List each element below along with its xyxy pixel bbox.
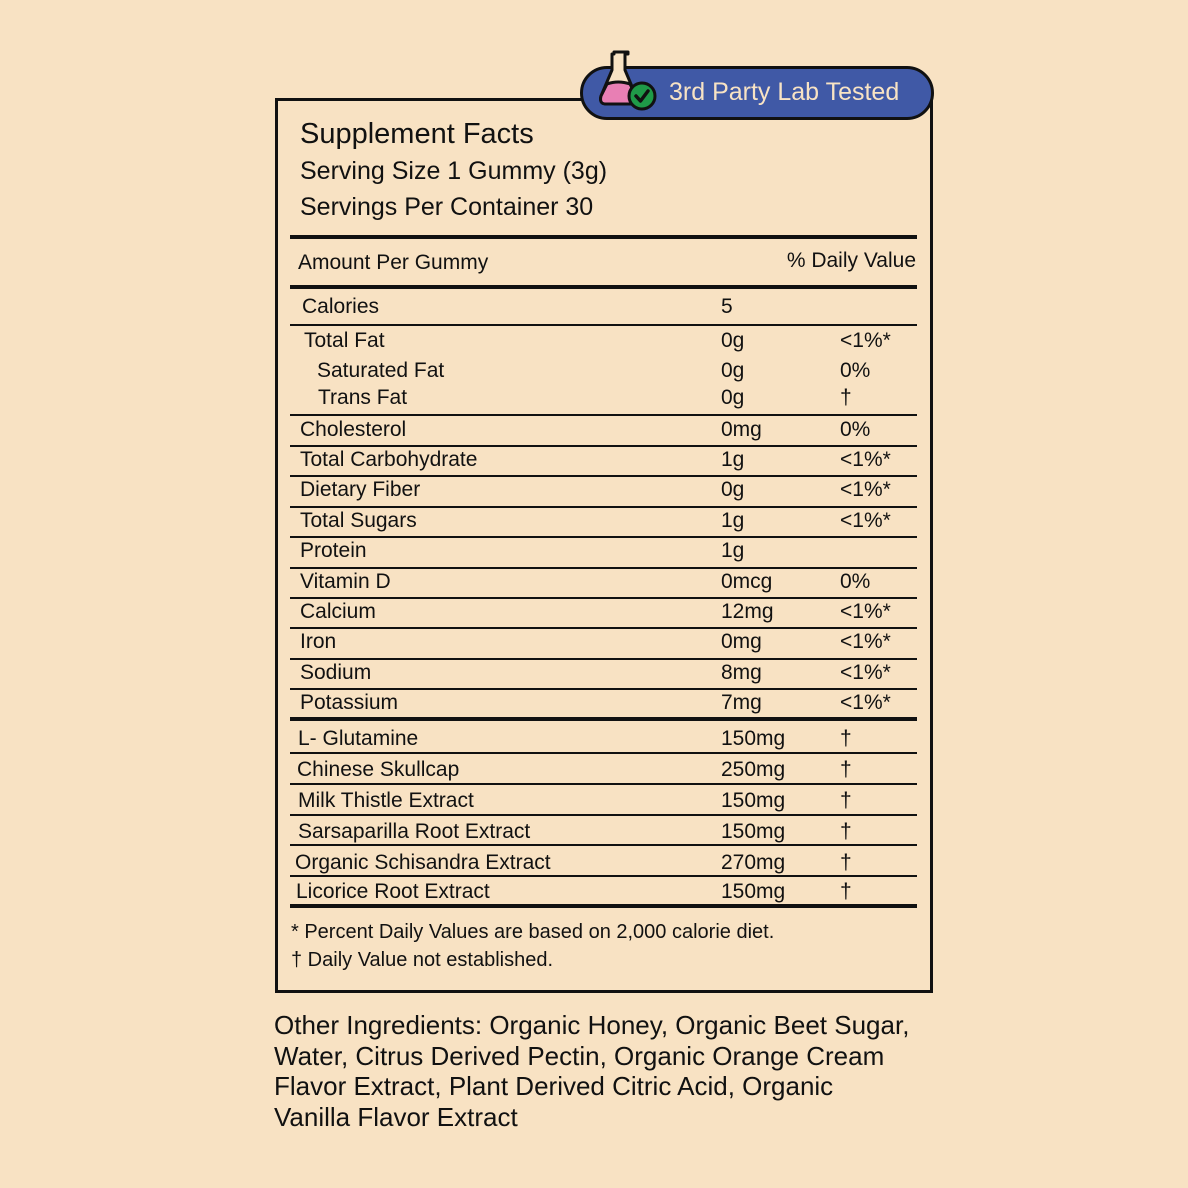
nutrient-name: Calcium: [300, 600, 376, 623]
nutrient-name: Cholesterol: [300, 418, 407, 441]
divider: [290, 285, 917, 289]
nutrient-dv: <1%*: [840, 661, 891, 684]
nutrient-dv: 0%: [840, 359, 871, 382]
nutrient-amount: 7mg: [721, 691, 762, 714]
nutrient-name: L- Glutamine: [298, 727, 419, 750]
nutrient-name: Saturated Fat: [317, 359, 445, 382]
nutrient-dv: †: [840, 880, 852, 903]
divider: [290, 752, 917, 754]
nutrient-amount: 5: [721, 295, 733, 318]
nutrient-dv: †: [840, 758, 852, 781]
nutrient-amount: 150mg: [721, 789, 786, 812]
servings-per-container: Servings Per Container 30: [300, 193, 594, 221]
nutrient-amount: 150mg: [721, 880, 786, 903]
nutrient-dv: <1%*: [840, 630, 891, 653]
nutrient-name: Chinese Skullcap: [297, 758, 460, 781]
nutrient-amount: 0mg: [721, 418, 762, 441]
nutrient-amount: 150mg: [721, 820, 786, 843]
divider: [290, 783, 917, 785]
divider: [290, 904, 917, 908]
nutrient-name: Sarsaparilla Root Extract: [298, 820, 531, 843]
other-ingredients: Other Ingredients: Organic Honey, Organi…: [274, 1010, 910, 1132]
nutrient-dv: <1%*: [840, 329, 891, 352]
nutrient-dv: 0%: [840, 418, 871, 441]
divider: [290, 597, 917, 599]
nutrient-amount: 0mg: [721, 630, 762, 653]
nutrient-name: Organic Schisandra Extract: [295, 851, 551, 874]
divider: [290, 475, 917, 477]
footnote-not-established: † Daily Value not established.: [291, 949, 554, 971]
nutrient-name: Dietary Fiber: [300, 478, 421, 501]
panel-title: Supplement Facts: [300, 118, 534, 150]
nutrient-dv: †: [840, 727, 852, 750]
nutrient-dv: <1%*: [840, 478, 891, 501]
nutrient-name: Iron: [300, 630, 337, 653]
nutrient-amount: 0g: [721, 478, 745, 501]
nutrient-name: Total Carbohydrate: [300, 448, 478, 471]
nutrient-name: Total Fat: [304, 329, 385, 352]
divider: [290, 445, 917, 447]
nutrient-name: Vitamin D: [300, 570, 391, 593]
nutrient-dv: <1%*: [840, 448, 891, 471]
nutrient-name: Milk Thistle Extract: [298, 789, 474, 812]
nutrient-dv: 0%: [840, 570, 871, 593]
nutrient-amount: 12mg: [721, 600, 774, 623]
nutrient-amount: 0g: [721, 329, 745, 352]
nutrient-amount: 270mg: [721, 851, 786, 874]
serving-size: Serving Size 1 Gummy (3g): [300, 157, 608, 185]
nutrient-amount: 1g: [721, 539, 745, 562]
nutrient-amount: 0g: [721, 386, 745, 409]
nutrient-amount: 8mg: [721, 661, 762, 684]
nutrient-dv: †: [840, 820, 852, 843]
divider: [290, 844, 917, 846]
nutrient-dv: <1%*: [840, 600, 891, 623]
nutrient-dv: †: [840, 789, 852, 812]
flask-check-icon: [599, 50, 657, 111]
footnote-daily-values: * Percent Daily Values are based on 2,00…: [291, 921, 775, 943]
divider: [290, 506, 917, 508]
divider: [290, 627, 917, 629]
nutrient-amount: 250mg: [721, 758, 786, 781]
nutrient-dv: †: [840, 851, 852, 874]
nutrient-name: Calories: [302, 295, 380, 318]
nutrient-dv: †: [840, 386, 852, 409]
divider: [290, 324, 917, 326]
nutrient-dv: <1%*: [840, 691, 891, 714]
divider: [290, 814, 917, 816]
nutrient-amount: 1g: [721, 448, 745, 471]
divider: [290, 567, 917, 569]
nutrient-name: Sodium: [300, 661, 372, 684]
nutrient-name: Potassium: [300, 691, 399, 714]
divider: [290, 658, 917, 660]
nutrient-amount: 1g: [721, 509, 745, 532]
divider: [290, 414, 917, 416]
nutrient-dv: <1%*: [840, 509, 891, 532]
daily-value-header: % Daily Value: [786, 249, 916, 272]
divider: [290, 875, 917, 877]
divider: [290, 235, 917, 239]
nutrient-name: Trans Fat: [318, 386, 408, 409]
nutrient-name: Total Sugars: [300, 509, 417, 532]
nutrient-amount: 150mg: [721, 727, 786, 750]
badge-label: 3rd Party Lab Tested: [669, 78, 900, 106]
divider: [290, 717, 917, 721]
divider: [290, 688, 917, 690]
nutrient-amount: 0g: [721, 359, 745, 382]
divider: [290, 536, 917, 538]
nutrient-amount: 0mcg: [721, 570, 773, 593]
nutrient-name: Licorice Root Extract: [296, 880, 490, 903]
amount-per-gummy-header: Amount Per Gummy: [298, 251, 489, 274]
nutrient-name: Protein: [300, 539, 367, 562]
